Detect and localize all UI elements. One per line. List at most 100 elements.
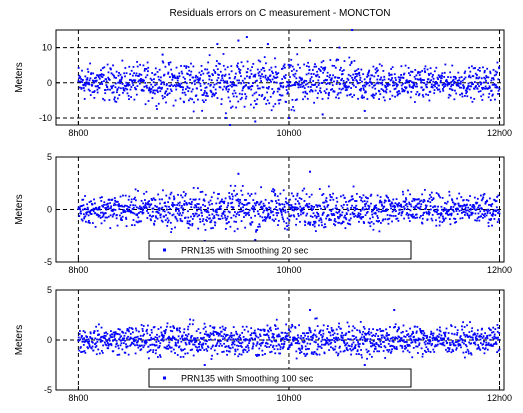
data-point [330,212,333,215]
data-point [482,347,484,349]
data-point [389,79,392,82]
data-point [206,92,208,95]
data-point [434,85,437,88]
data-point [349,223,352,226]
data-point [350,349,353,352]
data-point [281,347,284,350]
data-point [482,81,485,84]
data-point [443,71,446,74]
data-point [259,225,261,228]
data-point [351,29,354,31]
data-point [328,208,331,211]
data-point [171,204,173,206]
data-point [114,199,117,202]
data-point [417,337,420,340]
data-point [175,218,178,220]
data-point [144,76,147,79]
data-point [161,220,164,223]
data-point [203,92,206,94]
data-point [286,92,289,95]
data-point [246,60,249,63]
data-point [428,339,430,342]
data-point [451,348,454,351]
data-point [382,341,384,343]
data-point [301,207,303,210]
data-point [154,199,157,201]
data-point [178,204,181,207]
data-point [178,82,180,85]
data-point [295,338,297,340]
data-point [388,72,390,75]
data-point [404,204,407,207]
data-point [99,340,102,343]
data-point [462,321,464,324]
data-point [274,192,277,195]
data-point [345,85,347,87]
data-point [290,342,293,345]
data-point [133,336,136,339]
x-tick-label: 10h00 [276,265,301,275]
data-point [219,342,222,345]
data-point [101,211,104,214]
data-point [429,333,432,336]
data-point [298,202,301,205]
data-point [459,82,462,85]
data-point [194,212,197,215]
data-point [325,83,328,85]
data-point [485,75,488,77]
data-point [461,217,464,219]
data-point [127,208,129,211]
data-point [425,83,428,86]
data-point [244,226,247,229]
data-point [251,337,253,340]
data-point [158,209,161,212]
data-point [135,213,138,216]
data-point [448,209,450,212]
data-point [146,61,149,64]
data-point [138,330,140,333]
data-point [100,196,103,199]
data-point [291,209,294,212]
data-point [154,73,157,76]
data-point [223,200,226,203]
data-point [254,80,257,83]
data-point [94,346,97,349]
data-point [451,201,454,204]
data-point [97,323,100,326]
data-point [98,74,101,77]
data-point [381,329,384,332]
data-point [443,337,446,340]
data-point [357,341,359,343]
data-point [169,212,171,215]
data-point [119,73,122,76]
data-point [336,58,338,61]
data-point [237,345,240,347]
data-point [261,93,264,96]
data-point [487,225,490,228]
data-point [185,201,188,204]
data-point [333,80,335,83]
data-point [222,79,225,82]
data-point [116,89,119,91]
data-point [428,342,431,345]
data-point [442,331,445,334]
legend-label: PRN135 with Smoothing 20 sec [181,246,309,256]
data-point [163,330,166,333]
data-point [115,76,117,79]
data-point [90,200,92,203]
data-point [150,90,152,93]
data-point [181,204,183,207]
y-tick-label: -10 [39,113,52,123]
data-point [247,82,250,85]
data-point [242,209,245,212]
data-point [436,343,439,346]
data-point [340,73,343,76]
data-point [481,343,484,346]
data-point [231,201,234,204]
data-point [383,205,386,208]
data-point [268,338,271,341]
data-point [493,218,496,220]
data-point [278,344,281,347]
data-point [359,213,362,215]
data-point [493,199,496,201]
